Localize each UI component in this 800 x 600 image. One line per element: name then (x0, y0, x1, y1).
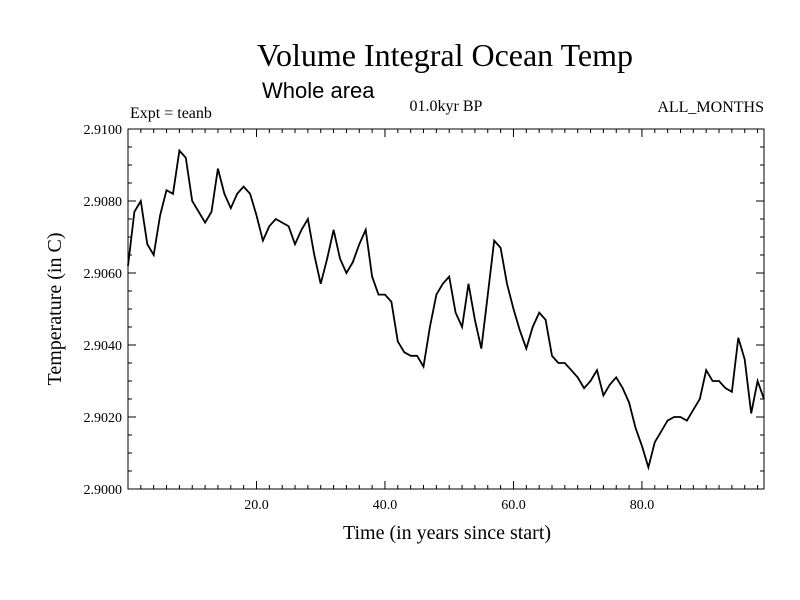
y-tick-label: 2.9040 (84, 339, 123, 354)
period-label: 01.0kyr BP (410, 98, 483, 115)
chart-title: Volume Integral Ocean Temp (257, 37, 633, 73)
y-tick-label: 2.9000 (84, 483, 123, 498)
x-tick-label: 20.0 (244, 498, 269, 513)
y-tick-label: 2.9100 (84, 123, 123, 138)
experiment-label: Expt = teanb (130, 105, 212, 122)
plot-frame (127, 128, 765, 490)
x-tick-label: 80.0 (630, 498, 655, 513)
y-tick-label: 2.9020 (84, 411, 123, 426)
x-tick-label: 40.0 (373, 498, 398, 513)
y-axis-label: Temperature (in C) (44, 233, 66, 386)
axis-ticks (128, 129, 764, 489)
chart-subtitle: Whole area (262, 78, 375, 103)
y-tick-label: 2.9060 (84, 267, 123, 282)
x-tick-labels: 20.0 40.0 60.0 80.0 (244, 498, 654, 513)
x-tick-label: 60.0 (501, 498, 526, 513)
x-axis-label: Time (in years since start) (343, 522, 551, 544)
months-label: ALL_MONTHS (657, 99, 764, 116)
temperature-series-line (127, 148, 765, 471)
y-tick-labels: 2.9000 2.9020 2.9040 2.9060 2.9080 2.9100 (84, 123, 123, 498)
y-tick-label: 2.9080 (84, 195, 123, 210)
